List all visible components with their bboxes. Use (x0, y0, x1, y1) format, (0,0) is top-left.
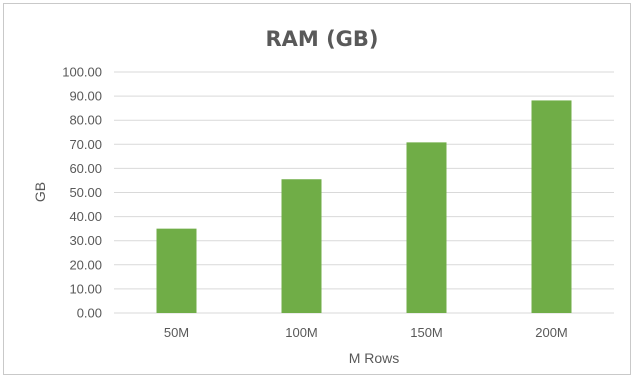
y-tick-labels: 0.00 10.00 20.00 30.00 40.00 50.00 60.00 70.00 8… (62, 65, 102, 321)
bar-100m (281, 179, 322, 313)
x-axis-label: M Rows (349, 350, 400, 366)
y-tick-label: 20.00 (69, 257, 102, 272)
chart-title: RAM (GB) (265, 27, 378, 51)
y-tick-label: 0.00 (77, 306, 102, 321)
bars (156, 100, 572, 313)
bar-150m (406, 142, 447, 313)
y-tick-label: 30.00 (69, 233, 102, 248)
x-tick-label: 50M (164, 325, 189, 340)
y-tick-label: 40.00 (69, 209, 102, 224)
y-axis-label: GB (32, 182, 48, 202)
y-tick-label: 80.00 (69, 113, 102, 128)
y-tick-label: 50.00 (69, 185, 102, 200)
y-tick-label: 100.00 (62, 65, 102, 80)
x-tick-labels: 50M 100M 150M 200M (164, 325, 568, 340)
bar-200m (531, 100, 572, 313)
y-tick-label: 10.00 (69, 281, 102, 296)
y-tick-label: 70.00 (69, 137, 102, 152)
x-tick-label: 100M (285, 325, 318, 340)
x-tick-label: 150M (410, 325, 443, 340)
x-tick-label: 200M (535, 325, 568, 340)
y-tick-label: 90.00 (69, 89, 102, 104)
bar-50m (156, 228, 197, 313)
y-tick-label: 60.00 (69, 161, 102, 176)
gridlines (114, 71, 614, 314)
